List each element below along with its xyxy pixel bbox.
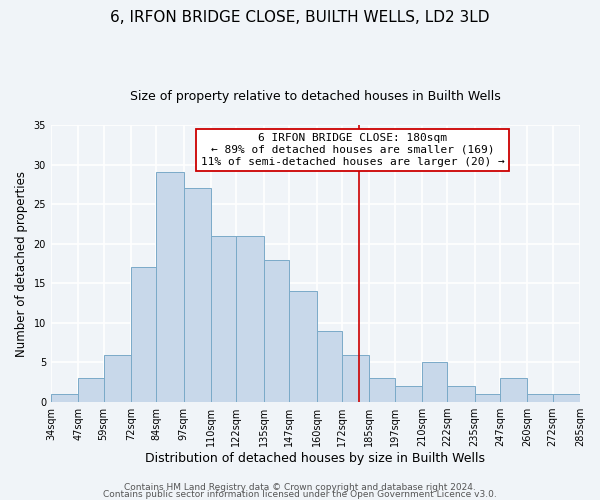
Bar [447,386,475,402]
Bar [395,386,422,402]
Bar [342,354,369,402]
Bar [236,236,264,402]
Bar [475,394,500,402]
Bar [500,378,527,402]
Text: Contains public sector information licensed under the Open Government Licence v3: Contains public sector information licen… [103,490,497,499]
Y-axis label: Number of detached properties: Number of detached properties [15,170,28,356]
Text: Contains HM Land Registry data © Crown copyright and database right 2024.: Contains HM Land Registry data © Crown c… [124,484,476,492]
Bar [422,362,447,402]
Title: Size of property relative to detached houses in Builth Wells: Size of property relative to detached ho… [130,90,501,103]
Bar [527,394,553,402]
Bar [317,331,342,402]
X-axis label: Distribution of detached houses by size in Builth Wells: Distribution of detached houses by size … [145,452,485,465]
Text: 6, IRFON BRIDGE CLOSE, BUILTH WELLS, LD2 3LD: 6, IRFON BRIDGE CLOSE, BUILTH WELLS, LD2… [110,10,490,25]
Bar [157,172,184,402]
Bar [79,378,104,402]
Bar [553,394,580,402]
Bar [104,354,131,402]
Bar [131,268,157,402]
Text: 6 IRFON BRIDGE CLOSE: 180sqm
← 89% of detached houses are smaller (169)
11% of s: 6 IRFON BRIDGE CLOSE: 180sqm ← 89% of de… [200,134,505,166]
Bar [211,236,236,402]
Bar [51,394,79,402]
Bar [264,260,289,402]
Bar [369,378,395,402]
Bar [184,188,211,402]
Bar [289,291,317,402]
